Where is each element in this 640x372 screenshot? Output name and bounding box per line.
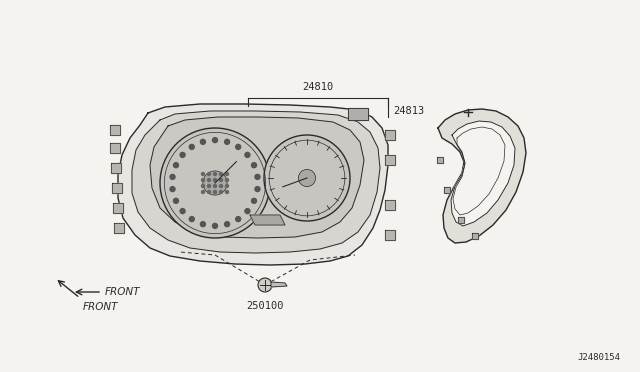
Polygon shape [458, 217, 464, 223]
Circle shape [207, 190, 211, 193]
Circle shape [225, 179, 228, 182]
Circle shape [180, 209, 185, 214]
Circle shape [207, 179, 211, 182]
Polygon shape [132, 111, 380, 253]
Polygon shape [109, 125, 120, 135]
Circle shape [255, 174, 260, 179]
Circle shape [245, 209, 250, 214]
Circle shape [252, 163, 257, 168]
Text: FRONT: FRONT [105, 287, 141, 297]
Polygon shape [438, 109, 526, 243]
Circle shape [173, 163, 179, 168]
Polygon shape [113, 183, 122, 193]
Circle shape [203, 171, 227, 195]
Circle shape [225, 140, 230, 144]
Circle shape [264, 135, 350, 221]
Circle shape [212, 138, 218, 142]
Circle shape [220, 185, 223, 187]
Circle shape [258, 278, 272, 292]
Circle shape [236, 144, 241, 150]
Circle shape [225, 190, 228, 193]
Circle shape [180, 153, 185, 157]
Circle shape [220, 179, 223, 182]
Polygon shape [115, 223, 124, 233]
Circle shape [225, 222, 230, 227]
Polygon shape [118, 104, 388, 265]
Circle shape [189, 144, 195, 150]
Circle shape [207, 185, 211, 187]
Polygon shape [385, 155, 395, 165]
Circle shape [245, 153, 250, 157]
Text: J2480154: J2480154 [577, 353, 620, 362]
Circle shape [173, 198, 179, 203]
Circle shape [252, 198, 257, 203]
Polygon shape [385, 230, 395, 240]
Circle shape [225, 185, 228, 187]
Circle shape [214, 185, 216, 187]
Circle shape [236, 217, 241, 222]
Text: 250100: 250100 [246, 301, 284, 311]
Circle shape [214, 173, 216, 176]
Text: 24810: 24810 [302, 82, 333, 92]
Polygon shape [451, 121, 515, 226]
Circle shape [212, 224, 218, 228]
Circle shape [202, 173, 205, 176]
Circle shape [225, 173, 228, 176]
Polygon shape [385, 130, 395, 140]
Circle shape [298, 169, 316, 187]
Circle shape [207, 173, 211, 176]
Circle shape [202, 190, 205, 193]
Polygon shape [385, 200, 395, 210]
Polygon shape [250, 215, 285, 225]
Polygon shape [150, 117, 364, 238]
Circle shape [220, 190, 223, 193]
Polygon shape [113, 203, 124, 213]
Circle shape [200, 222, 205, 227]
Polygon shape [271, 282, 287, 287]
Circle shape [200, 140, 205, 144]
Polygon shape [348, 108, 368, 120]
Circle shape [214, 190, 216, 193]
Circle shape [170, 187, 175, 192]
Text: 24813: 24813 [393, 106, 424, 116]
Polygon shape [437, 157, 443, 163]
Circle shape [255, 187, 260, 192]
Polygon shape [111, 163, 122, 173]
Circle shape [214, 179, 216, 182]
Circle shape [202, 185, 205, 187]
Circle shape [220, 173, 223, 176]
Text: FRONT: FRONT [83, 302, 118, 312]
Circle shape [160, 128, 270, 238]
Polygon shape [111, 143, 120, 153]
Circle shape [202, 179, 205, 182]
Polygon shape [444, 187, 450, 193]
Circle shape [189, 217, 195, 222]
Circle shape [170, 174, 175, 179]
Polygon shape [472, 233, 478, 239]
